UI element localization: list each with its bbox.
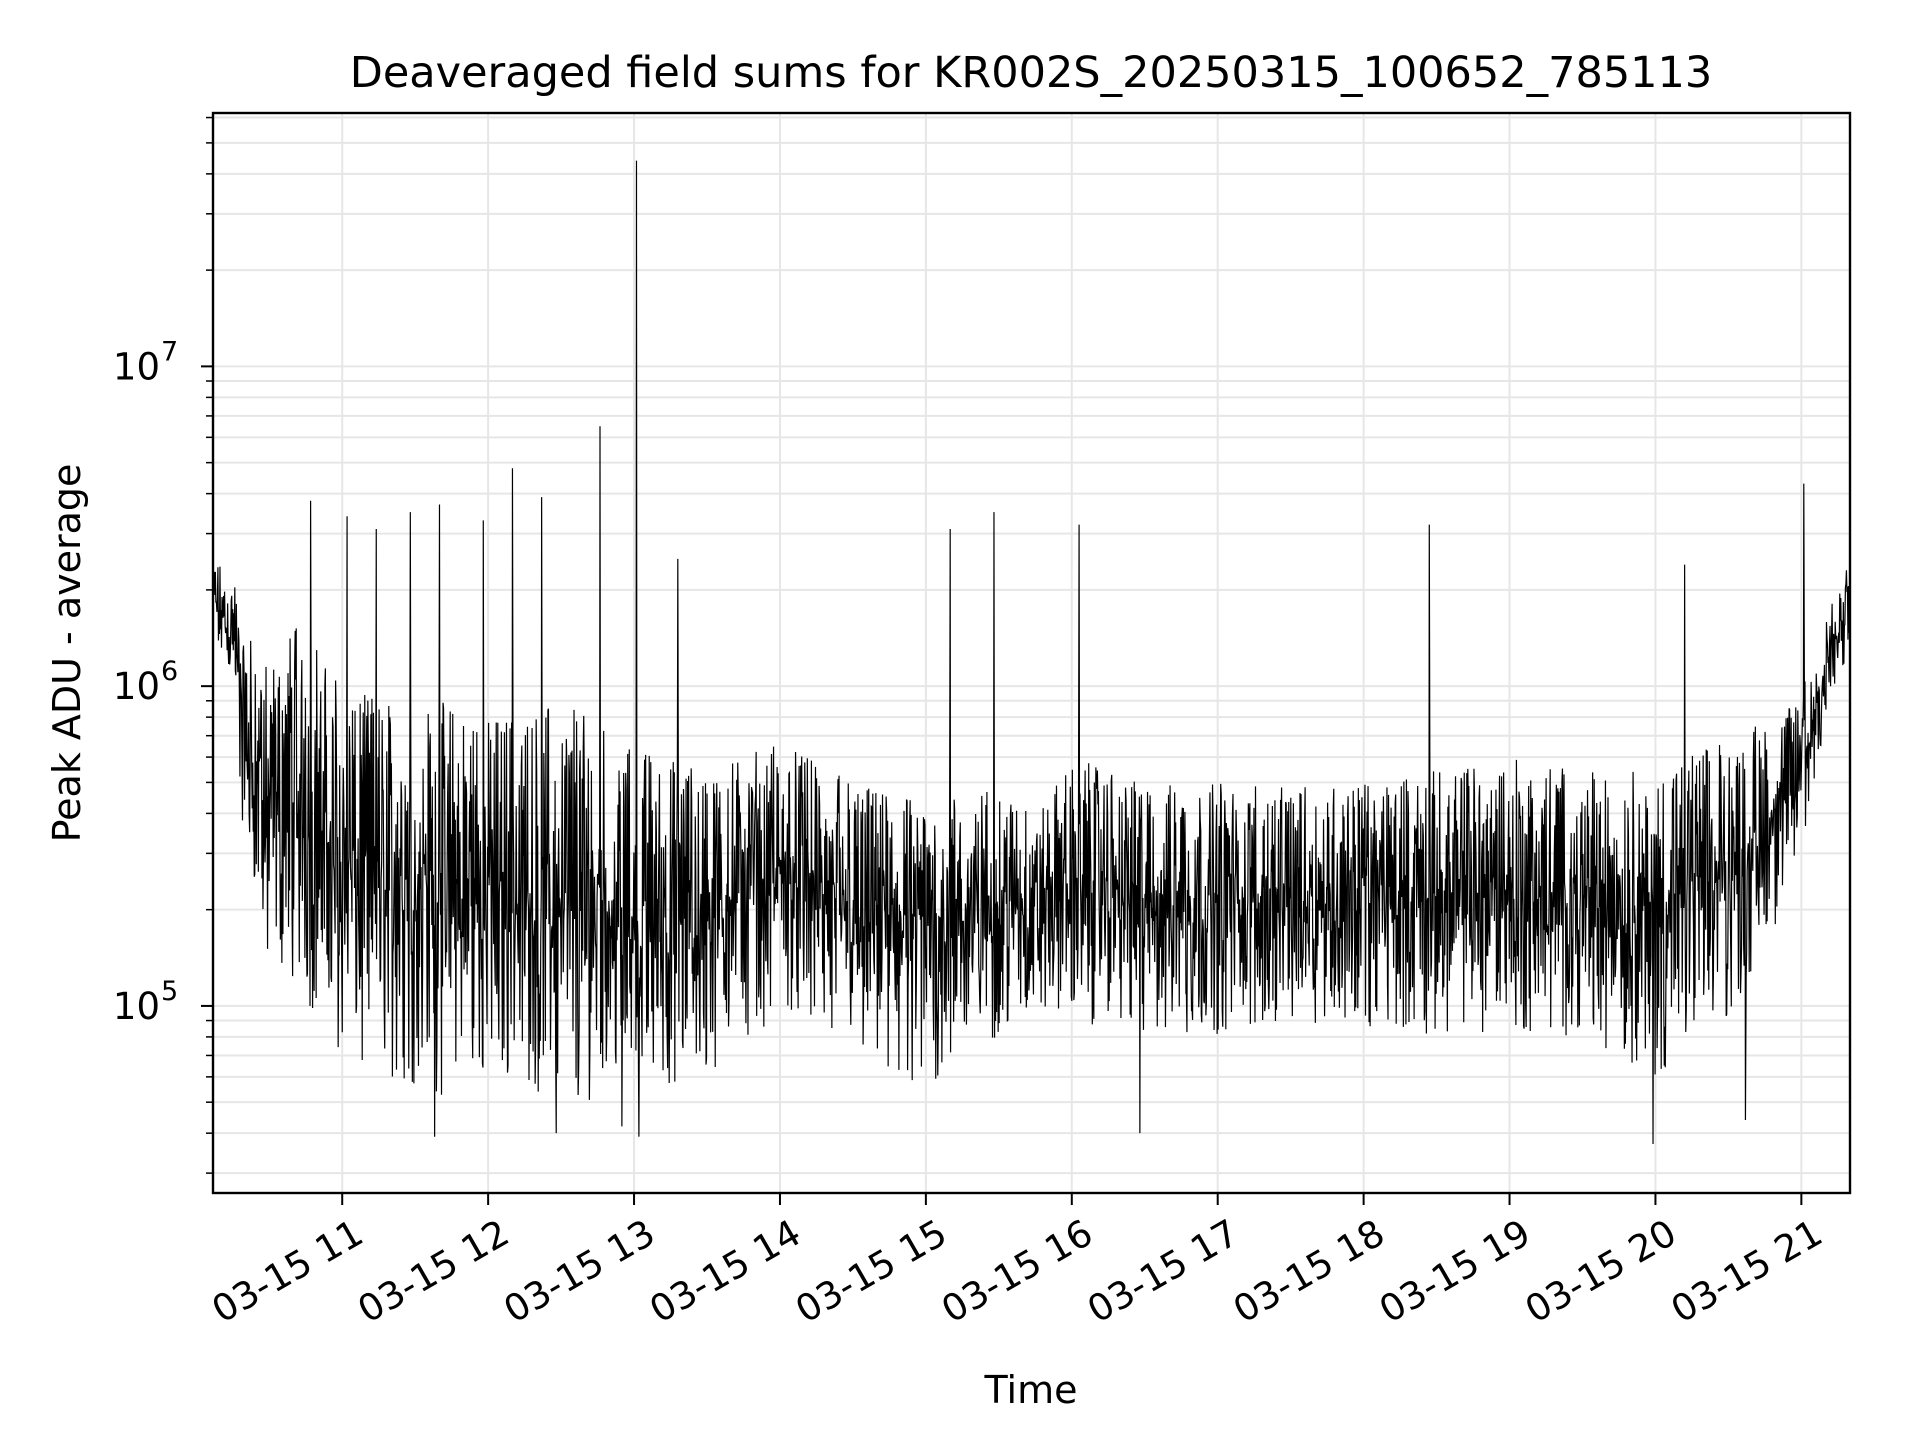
y-tick-exponent: 5 <box>161 976 178 1007</box>
y-tick-label: 10 6 <box>113 656 178 708</box>
series-line <box>212 160 1851 1145</box>
y-tick-base: 10 <box>113 665 160 708</box>
plot-frame <box>211 111 1852 1195</box>
y-tick-exponent: 7 <box>161 336 178 367</box>
y-tick-base: 10 <box>113 985 160 1028</box>
series-path <box>212 160 1851 1145</box>
chart-title: Deaveraged field sums for KR002S_2025031… <box>350 48 1713 98</box>
y-tick-base: 10 <box>113 345 160 388</box>
y-axis-label: Peak ADU - average <box>45 464 89 843</box>
y-tick-exponent: 6 <box>161 656 178 687</box>
y-tick-label: 10 5 <box>113 976 178 1028</box>
y-tick-label: 10 7 <box>113 336 178 388</box>
x-axis-label: Time <box>984 1368 1078 1412</box>
